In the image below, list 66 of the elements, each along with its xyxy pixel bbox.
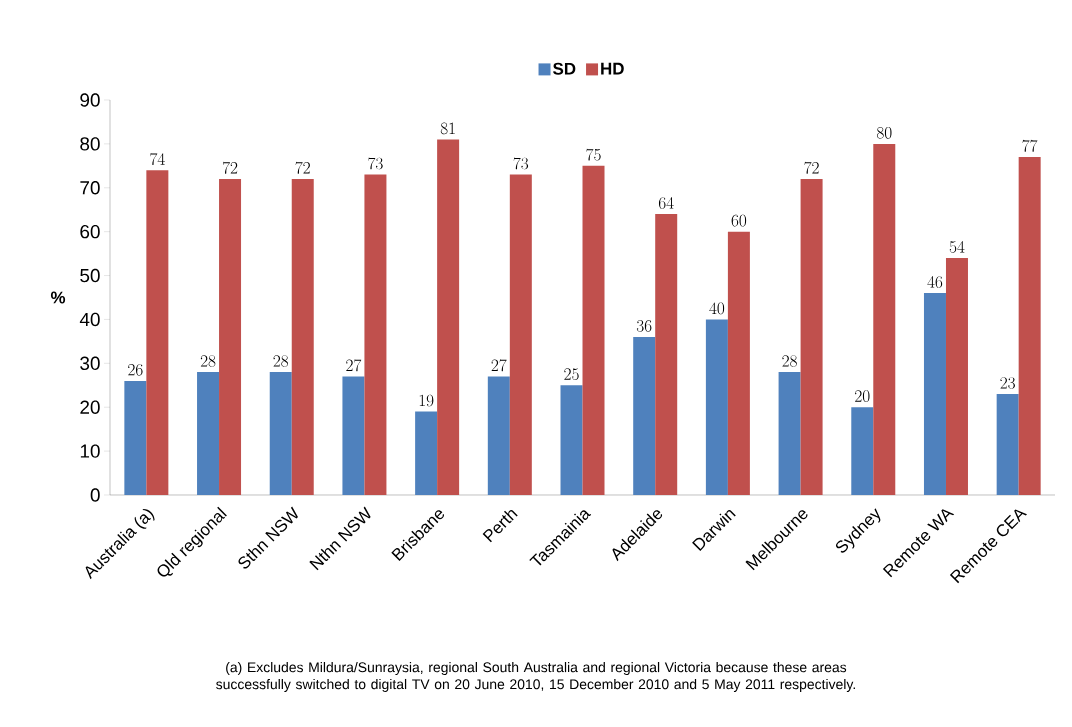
bar: [633, 336, 656, 495]
y-tick-label: 10: [80, 444, 100, 458]
y-tick-label: 60: [80, 224, 100, 239]
data-label: 20: [855, 390, 870, 402]
data-label: 25: [564, 368, 579, 381]
data-label: 77: [1022, 139, 1038, 152]
data-label: 28: [273, 355, 289, 367]
bar: [851, 407, 874, 495]
bar: [437, 139, 460, 495]
data-label: 40: [709, 302, 725, 315]
bar: [800, 178, 823, 495]
bar: [873, 143, 896, 495]
y-tick-label: 0: [90, 488, 100, 502]
data-label: 54: [949, 240, 965, 253]
y-tick-label: 90: [80, 93, 100, 107]
bar: [487, 376, 510, 495]
bar: [560, 385, 583, 495]
data-label: 72: [222, 161, 238, 174]
data-label: 75: [586, 148, 601, 161]
bar: [1018, 157, 1041, 495]
data-label: 26: [128, 363, 143, 376]
data-label: 73: [368, 157, 383, 170]
y-tick-label: 40: [79, 312, 100, 327]
bar: [996, 394, 1019, 495]
data-label: 23: [1000, 377, 1015, 389]
bar: [146, 170, 169, 495]
bar: [269, 372, 292, 495]
y-tick-label: 80: [80, 137, 100, 151]
bar: [655, 214, 678, 495]
bar: [509, 174, 532, 495]
data-label: 36: [636, 320, 652, 332]
legend-label: HD: [601, 62, 624, 75]
legend-label: SD: [553, 62, 576, 75]
data-label: 81: [440, 122, 455, 135]
data-label: 19: [419, 394, 434, 407]
data-label: 28: [782, 355, 797, 367]
data-label: 73: [513, 157, 529, 170]
data-label: 72: [295, 161, 310, 174]
bar: [778, 372, 801, 495]
data-label: 27: [491, 359, 507, 372]
data-label: 72: [804, 161, 819, 174]
bar: [342, 376, 365, 495]
y-tick-label: 30: [80, 356, 100, 371]
data-label: 60: [731, 214, 747, 227]
text: (a) Excludes Mildura/Sunraysia, regional South Australia and regional Victoria because these areas successfully switched to digital TV on 20 June 2010, 15 December 2010 and 5 May 2011 respectively.: [216, 662, 855, 692]
data-label: 74: [150, 153, 165, 165]
data-label: 46: [927, 276, 943, 288]
y-tick-label: 70: [80, 181, 100, 195]
bar: [727, 231, 750, 495]
bar: [291, 178, 314, 495]
data-label: 27: [346, 359, 362, 372]
data-label: 28: [200, 355, 216, 367]
bar: [582, 165, 605, 495]
bar: [197, 372, 220, 495]
y-tick-label: 20: [80, 400, 100, 414]
bar: [124, 380, 147, 495]
bar: [923, 293, 946, 495]
bar: [705, 319, 728, 495]
bar: [415, 411, 438, 495]
bar: [945, 257, 968, 495]
y-axis-title: %: [50, 291, 66, 304]
data-label: 64: [658, 197, 674, 209]
bar: [219, 178, 242, 495]
bar: [364, 174, 387, 495]
y-tick-label: 50: [80, 268, 100, 283]
data-label: 80: [876, 126, 892, 139]
